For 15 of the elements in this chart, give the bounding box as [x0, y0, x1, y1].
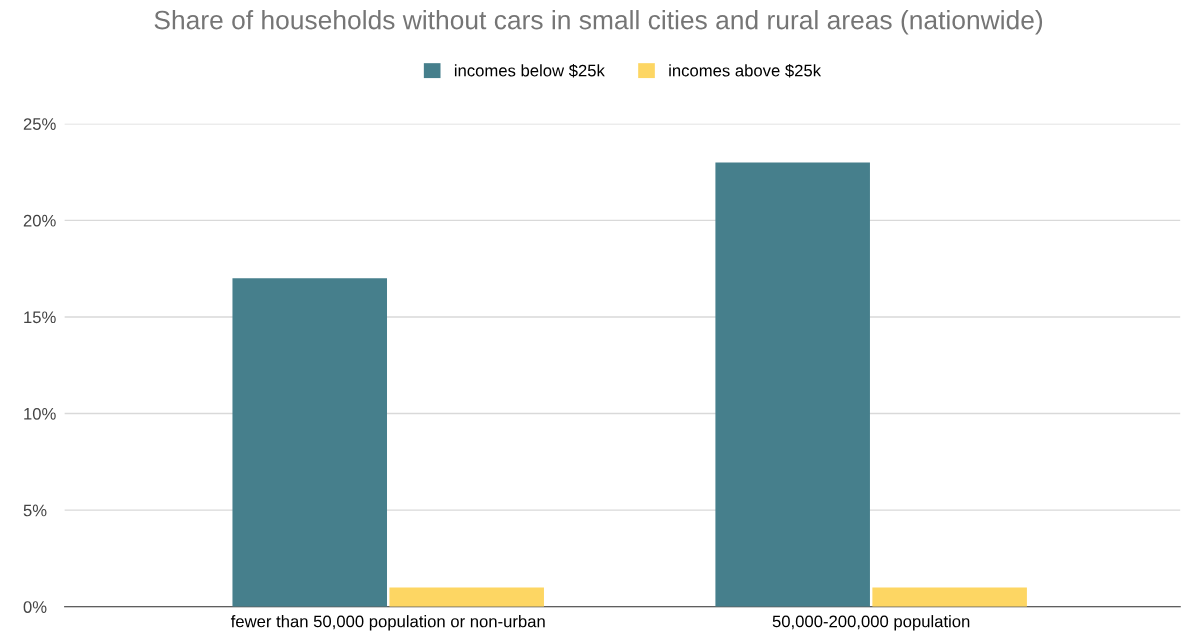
legend-label: incomes above $25k	[669, 64, 822, 78]
y-tick-label: 5%	[23, 504, 47, 517]
y-tick-label: 25%	[23, 118, 56, 130]
x-tick-label: 50,000-200,000 population	[772, 615, 970, 631]
bar	[872, 587, 1027, 607]
legend-label: incomes below $25k	[454, 64, 605, 78]
y-tick-label: 10%	[24, 407, 56, 420]
bar	[232, 278, 387, 607]
x-tick-label: fewer than 50,000 population or non-urban	[230, 615, 545, 631]
chart-title: Share of households without cars in small cities and rural areas (nationwide)	[154, 10, 1043, 35]
y-tick-label: 20%	[23, 214, 56, 227]
y-tick-label: 15%	[24, 311, 56, 324]
y-tick-label: 0%	[23, 601, 47, 613]
bar	[389, 587, 544, 607]
bar	[715, 162, 870, 607]
